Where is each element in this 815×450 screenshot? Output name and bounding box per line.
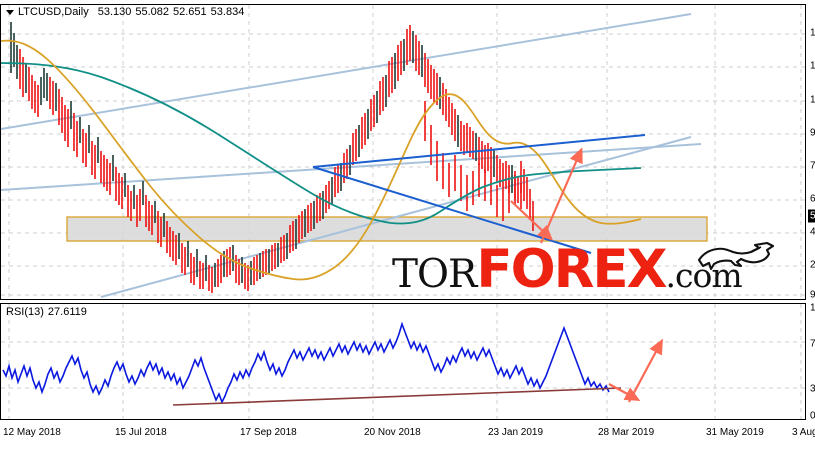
date-tick-label: 3 Aug 2019 <box>792 427 815 438</box>
channel-upper-line <box>0 13 692 130</box>
rsi-axis <box>806 303 815 420</box>
high-value: 55.082 <box>135 6 170 18</box>
low-value: 52.651 <box>173 6 207 18</box>
date-tick-label: 17 Sep 2018 <box>240 427 297 438</box>
current-price-label: 53.834 <box>808 209 815 223</box>
rsi-tick-label: 0 <box>810 410 815 422</box>
price-axis <box>806 4 815 300</box>
rsi-forecast-arrows <box>608 338 663 403</box>
price-tick-label: 129.705 <box>810 60 815 72</box>
date-tick-label: 23 Jan 2019 <box>488 427 544 438</box>
open-value: 53.130 <box>97 6 132 18</box>
rsi-forecast-arrow-up <box>628 338 663 403</box>
price-tick-label: 43.185 <box>810 226 815 238</box>
forecast-arrow-up <box>539 147 583 244</box>
bull-icon <box>697 241 775 271</box>
rsi-name-label: RSI(13) <box>6 306 44 318</box>
rsi-forecast-arrow-down <box>608 383 641 401</box>
date-tick-label: 15 Jul 2018 <box>115 427 167 438</box>
symbol-label: LTCUSD,Daily <box>18 6 89 18</box>
price-chart-svg <box>0 5 805 299</box>
forecast-arrows <box>510 147 583 244</box>
forecast-arrow-down <box>510 200 554 241</box>
rsi-tick-label: 100 <box>810 302 815 314</box>
rsi-header: RSI(13) 27.6119 <box>6 306 87 318</box>
rsi-tick-label: 70 <box>810 338 815 350</box>
rsi-line <box>2 321 610 404</box>
price-tick-label: 95.200 <box>810 127 815 139</box>
rsi-tick-label: 30 <box>810 383 815 395</box>
rsi-value-label: 27.6119 <box>47 306 87 318</box>
watermark-forex-text: FOREX <box>476 239 667 300</box>
price-tick-label: 112.195 <box>810 94 815 106</box>
rsi-trendline <box>172 387 622 406</box>
wedge-upper-line <box>312 134 646 168</box>
rsi-chart-svg <box>1 304 805 419</box>
rsi-indicator-panel[interactable] <box>0 303 806 420</box>
triangle-down-icon[interactable] <box>6 9 14 15</box>
price-tick-label: 26.190 <box>810 259 815 271</box>
date-tick-label: 20 Nov 2018 <box>364 427 421 438</box>
support-zone-rect <box>66 216 708 242</box>
close-value: 53.834 <box>210 6 245 18</box>
ma-fast-line <box>0 39 642 281</box>
chart-header: LTCUSD,Daily 53.130 55.082 52.651 53.834 <box>6 6 248 18</box>
price-chart-panel[interactable] <box>0 4 806 300</box>
date-tick-label: 12 May 2018 <box>3 427 61 438</box>
date-tick-label: 28 Mar 2019 <box>598 427 655 438</box>
watermark-logo: TORFOREX.com <box>392 243 743 297</box>
date-axis: 12 May 2018 15 Jul 2018 17 Sep 2018 20 N… <box>0 421 815 450</box>
date-tick-label: 31 May 2019 <box>706 427 764 438</box>
candlestick-series <box>10 22 534 293</box>
price-tick-label: 77.690 <box>810 160 815 172</box>
price-tick-label: 60.695 <box>810 193 815 205</box>
rsi-grid <box>1 304 805 419</box>
ma-slow-line <box>0 62 642 225</box>
channel-lower-line <box>0 143 702 191</box>
watermark-tor-text: TOR <box>392 252 477 297</box>
price-tick-label: 9.195 <box>810 289 815 301</box>
price-tick-label: 146.700 <box>810 27 815 39</box>
